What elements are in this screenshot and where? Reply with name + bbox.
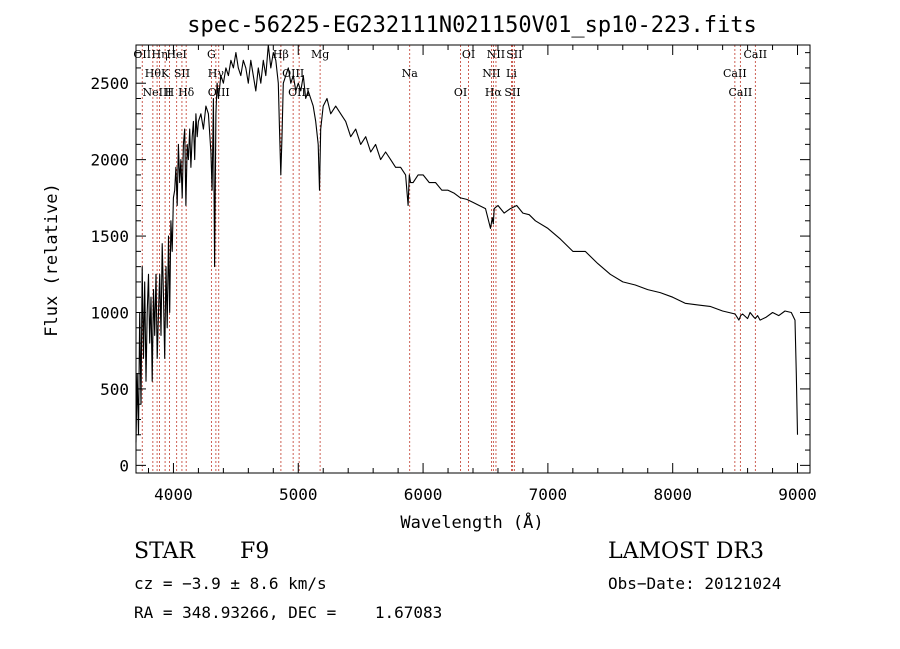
x-tick-label: 8000 — [653, 485, 692, 504]
line-marker-label: Mg — [311, 48, 329, 61]
x-tick-label: 6000 — [404, 485, 443, 504]
y-tick-label: 1500 — [90, 227, 129, 246]
spectral-line-markers — [141, 45, 756, 473]
y-tick-label: 0 — [119, 456, 129, 475]
line-marker-label: OIII — [288, 86, 310, 99]
x-tick-label: 5000 — [279, 485, 318, 504]
spectral-line-labels: OIIHθNeIIIHηKHHeISIIHδGHγOIIIHβOIIIOIIIM… — [133, 48, 767, 99]
y-tick-label: 2000 — [90, 151, 129, 170]
y-axis: 0 500 1000 1500 2000 2500 — [90, 52, 810, 475]
line-marker-label: Na — [402, 67, 419, 80]
y-axis-label: Flux (relative) — [42, 183, 62, 337]
line-marker-label: SII — [506, 48, 522, 61]
line-marker-label: K — [161, 67, 170, 80]
line-marker-label: Hη — [151, 48, 167, 61]
line-marker-label: OI — [454, 86, 467, 99]
x-tick-label: 4000 — [154, 485, 193, 504]
plot-frame — [135, 44, 811, 474]
line-marker-label: CaII — [729, 86, 753, 99]
line-marker-label: H — [165, 86, 175, 99]
line-marker-label: Hα — [485, 86, 503, 99]
object-class: STAR — [134, 539, 195, 564]
y-tick-label: 2500 — [90, 74, 129, 93]
x-axis: 4000 5000 6000 7000 8000 9000 — [147, 45, 817, 504]
line-marker-label: Hδ — [178, 86, 195, 99]
line-marker-label: OI — [462, 48, 475, 61]
chart-title: spec-56225-EG232111N021150V01_sp10-223.f… — [187, 13, 757, 38]
y-tick-label: 1000 — [90, 304, 129, 323]
line-marker-label: Li — [506, 67, 517, 80]
redshift-velocity: cz = −3.9 ± 8.6 km/s — [134, 574, 327, 593]
y-tick-label: 500 — [100, 380, 129, 399]
x-tick-label: 7000 — [529, 485, 568, 504]
line-marker-label: CaII — [743, 48, 767, 61]
line-marker-label: NII — [482, 67, 500, 80]
survey-name: LAMOST DR3 — [608, 539, 764, 564]
spectrum-line — [135, 44, 799, 443]
sky-coordinates: RA = 348.93266, DEC = 1.67083 — [134, 603, 443, 622]
line-marker-label: Hβ — [273, 48, 289, 61]
object-subclass: F9 — [240, 539, 270, 564]
observation-date: Obs−Date: 20121024 — [608, 574, 782, 593]
line-marker-label: HeI — [166, 48, 186, 61]
x-tick-label: 9000 — [778, 485, 817, 504]
line-marker-label: Hθ — [145, 67, 162, 80]
x-axis-label: Wavelength (Å) — [400, 511, 543, 533]
line-marker-label: SII — [174, 67, 190, 80]
line-marker-label: OII — [133, 48, 151, 61]
line-marker-label: SII — [504, 86, 520, 99]
line-marker-label: NII — [487, 48, 505, 61]
line-marker-label: CaII — [723, 67, 747, 80]
line-marker-label: G — [207, 48, 216, 61]
line-marker-label: NeIII — [143, 86, 172, 99]
